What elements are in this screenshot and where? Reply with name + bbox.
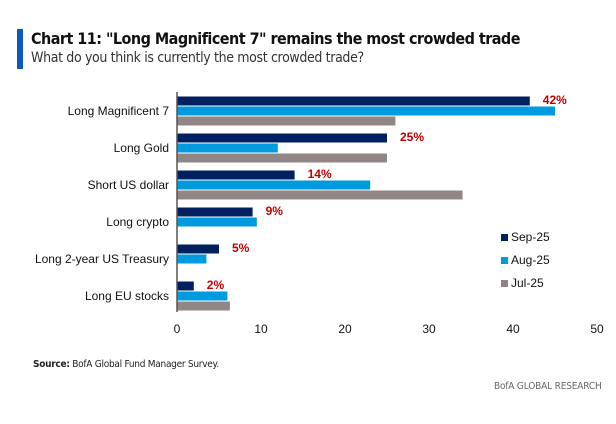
legend-label-sep-25: Sep-25 bbox=[511, 230, 550, 244]
legend-label-aug-25: Aug-25 bbox=[511, 253, 550, 267]
legend-swatch-jul-25 bbox=[501, 280, 508, 287]
bars-group bbox=[177, 96, 555, 311]
x-tick-0: 0 bbox=[174, 322, 181, 336]
bar-short-us-dollar-jul-25 bbox=[177, 190, 463, 200]
category-label-long-2-year-us-treasury: Long 2-year US Treasury bbox=[35, 252, 169, 266]
data-label-long-magnificent-7: 42% bbox=[543, 93, 567, 107]
data-label-long-gold: 25% bbox=[400, 130, 424, 144]
x-tick-10: 10 bbox=[254, 322, 268, 336]
brand-label: BofA GLOBAL RESEARCH bbox=[494, 381, 602, 392]
chart-title: Chart 11: "Long Magnificent 7" remains t… bbox=[31, 29, 520, 48]
bar-long-gold-sep-25 bbox=[177, 133, 387, 143]
bar-long-2-year-us-treasury-sep-25 bbox=[177, 244, 219, 254]
legend-swatch-sep-25 bbox=[501, 234, 508, 241]
category-label-long-magnificent-7: Long Magnificent 7 bbox=[68, 104, 170, 118]
data-labels: 42% 25% 14% 9% 5% 2% bbox=[207, 93, 567, 292]
bar-short-us-dollar-sep-25 bbox=[177, 170, 295, 180]
category-label-short-us-dollar: Short US dollar bbox=[88, 178, 169, 192]
x-tick-50: 50 bbox=[590, 322, 604, 336]
source-label: Source: bbox=[33, 359, 70, 370]
bar-long-gold-jul-25 bbox=[177, 153, 387, 163]
bar-long-magnificent-7-jul-25 bbox=[177, 116, 396, 126]
bar-long-gold-aug-25 bbox=[177, 143, 278, 153]
chart-subtitle: What do you think is currently the most … bbox=[31, 50, 364, 66]
data-label-long-2-year-us-treasury: 5% bbox=[232, 241, 250, 255]
bar-long-eu-stocks-aug-25 bbox=[177, 291, 228, 301]
category-label-long-crypto: Long crypto bbox=[106, 215, 169, 229]
x-tick-30: 30 bbox=[422, 322, 436, 336]
category-label-long-eu-stocks: Long EU stocks bbox=[85, 289, 169, 303]
bar-long-eu-stocks-jul-25 bbox=[177, 301, 230, 311]
x-tick-40: 40 bbox=[506, 322, 520, 336]
bar-long-eu-stocks-sep-25 bbox=[177, 281, 194, 291]
data-label-long-eu-stocks: 2% bbox=[207, 278, 225, 292]
legend-label-jul-25: Jul-25 bbox=[511, 276, 544, 290]
source-note: Source: BofA Global Fund Manager Survey. bbox=[33, 359, 219, 370]
bar-long-2-year-us-treasury-aug-25 bbox=[177, 254, 207, 264]
category-label-long-gold: Long Gold bbox=[114, 141, 169, 155]
data-label-short-us-dollar: 14% bbox=[308, 167, 332, 181]
category-labels: Long Magnificent 7 Long Gold Short US doll… bbox=[35, 104, 169, 303]
legend: Sep-25 Aug-25 Jul-25 bbox=[501, 230, 550, 290]
source-text: BofA Global Fund Manager Survey. bbox=[69, 359, 219, 370]
legend-swatch-aug-25 bbox=[501, 257, 508, 264]
bar-long-magnificent-7-sep-25 bbox=[177, 96, 530, 106]
title-accent-bar bbox=[17, 29, 23, 69]
bar-long-magnificent-7-aug-25 bbox=[177, 106, 555, 116]
bar-short-us-dollar-aug-25 bbox=[177, 180, 371, 190]
bar-long-crypto-aug-25 bbox=[177, 217, 257, 227]
x-tick-20: 20 bbox=[338, 322, 352, 336]
bar-long-crypto-sep-25 bbox=[177, 207, 253, 217]
x-tick-labels: 0 10 20 30 40 50 bbox=[174, 322, 604, 336]
data-label-long-crypto: 9% bbox=[266, 204, 284, 218]
